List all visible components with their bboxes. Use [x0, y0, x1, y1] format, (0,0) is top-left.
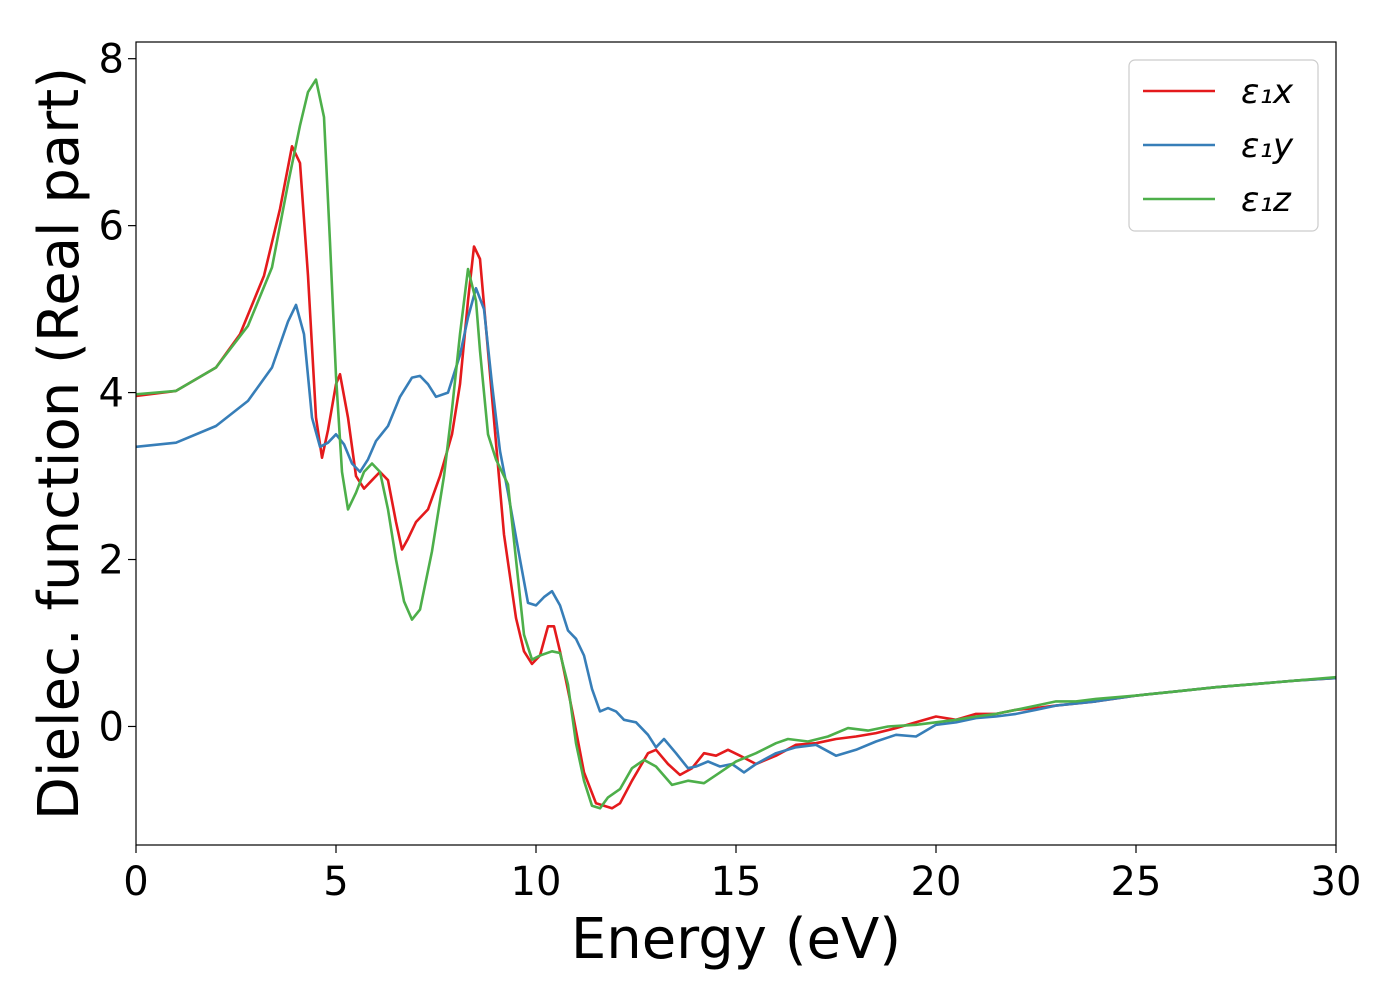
- series-line-1: [136, 145, 1336, 810]
- plot-area: [136, 78, 1336, 810]
- legend: ε₁x ε₁y ε₁z: [1128, 59, 1319, 232]
- x-tick-label: 10: [511, 859, 562, 905]
- series-line-3: [136, 78, 1336, 810]
- legend-label-3: ε₁z: [1241, 180, 1292, 220]
- legend-label-1: ε₁x: [1241, 72, 1294, 112]
- legend-box: [1128, 59, 1319, 232]
- x-tick-label: 30: [1311, 859, 1362, 905]
- y-axis-title: Dielec. function (Real part): [27, 67, 92, 820]
- x-tick-label: 25: [1111, 859, 1162, 905]
- series-line-2: [136, 286, 1336, 774]
- y-tick-label: 4: [99, 371, 124, 417]
- x-tick-label: 15: [711, 859, 762, 905]
- x-tick-label: 0: [123, 859, 148, 905]
- x-tick-label: 20: [911, 859, 962, 905]
- y-tick-label: 6: [99, 204, 124, 250]
- x-axis-title: Energy (eV): [571, 907, 901, 972]
- series-lines: [136, 78, 1336, 810]
- y-tick-label: 8: [99, 37, 124, 83]
- x-tick-label: 5: [323, 859, 348, 905]
- y-tick-label: 2: [99, 538, 124, 584]
- legend-label-2: ε₁y: [1241, 126, 1294, 166]
- y-tick-label: 0: [99, 704, 124, 750]
- axes: 0 5 10 15 20 25 30 0 2 4 6 8: [99, 37, 1362, 905]
